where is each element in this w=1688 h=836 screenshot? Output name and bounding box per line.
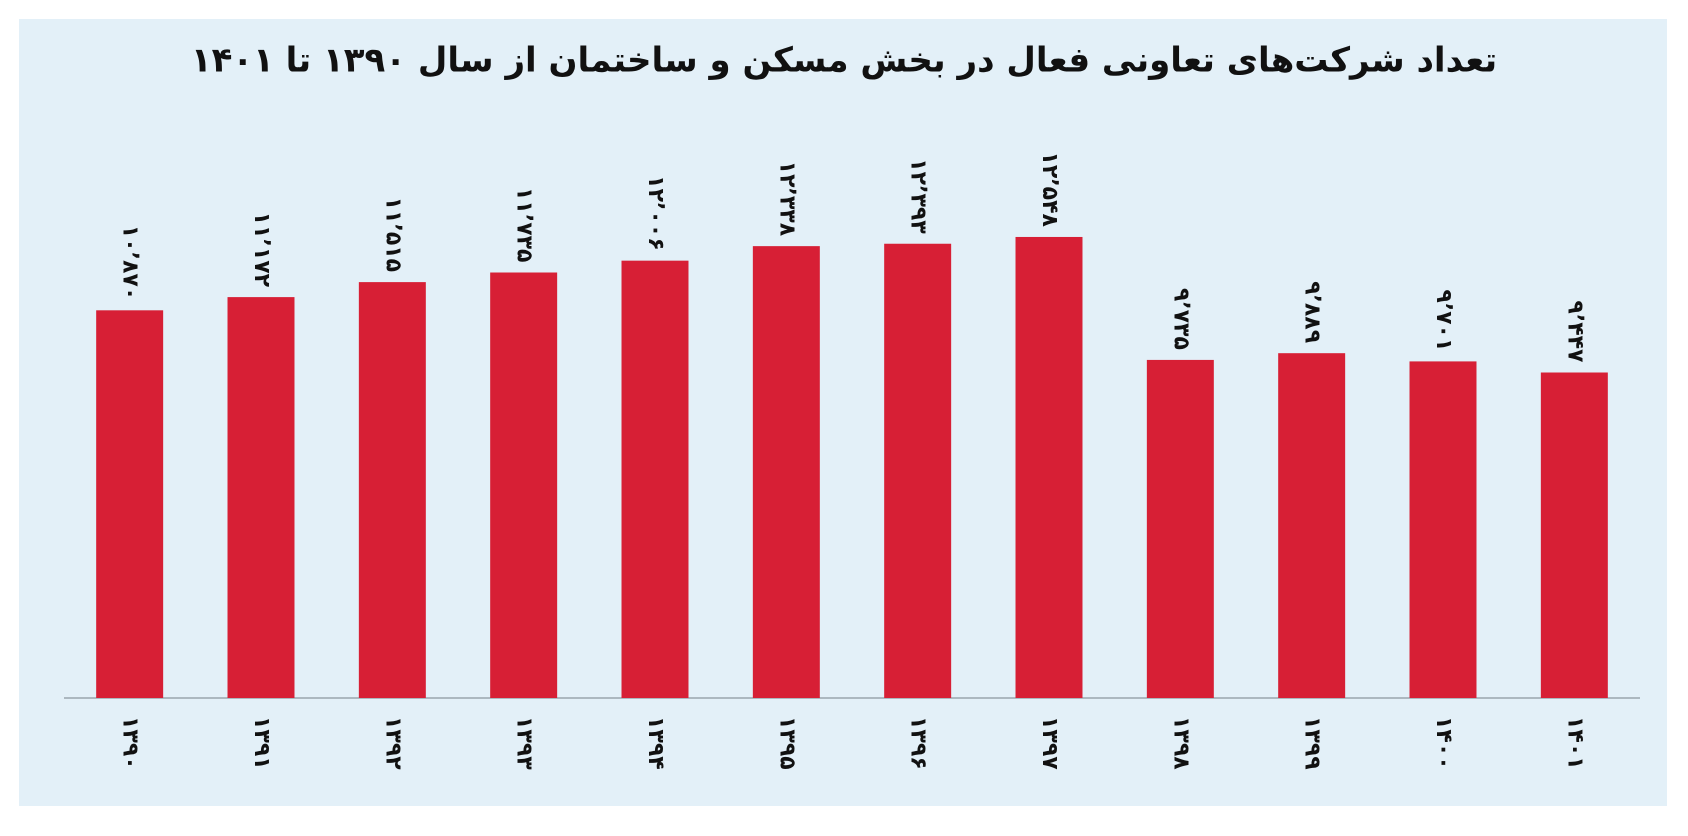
x-tick-label: ۱۳۹۶: [906, 716, 931, 770]
bar: [1015, 236, 1083, 699]
bar: [490, 272, 558, 698]
value-label: ۱۲٬۳۳۸: [774, 161, 799, 237]
x-tick-label: ۱۳۹۲: [380, 716, 405, 770]
x-tick-label: ۱۳۹۱: [249, 716, 274, 770]
x-tick-label: ۱۳۹۸: [1168, 716, 1193, 770]
bar: [884, 243, 952, 698]
x-tick-label: ۱۳۹۴: [643, 716, 668, 770]
x-tick-label: ۱۳۹۵: [774, 716, 799, 770]
x-tick-label: ۱۳۹۹: [1300, 716, 1325, 770]
value-label: ۱۱٬۷۳۵: [512, 187, 537, 263]
bar: [96, 310, 164, 698]
bar: [752, 246, 820, 698]
x-tick-label: ۱۳۹۳: [512, 716, 537, 770]
value-label: ۹٬۴۴۷: [1562, 300, 1587, 363]
value-label: ۱۰٬۸۷۰: [118, 225, 143, 301]
value-label: ۱۱٬۱۷۲: [249, 212, 274, 288]
value-label: ۱۲٬۵۴۸: [1037, 151, 1062, 227]
bar: [621, 260, 689, 698]
bar: [1278, 353, 1346, 698]
bar: [1540, 372, 1608, 698]
value-label: ۱۲٬۰۰۶: [643, 175, 668, 251]
value-label: ۹٬۷۰۱: [1431, 289, 1456, 351]
bar: [1409, 361, 1477, 698]
bar: [227, 297, 295, 698]
x-tick-label: ۱۳۹۷: [1037, 716, 1062, 770]
bar: [1146, 359, 1214, 698]
value-label: ۱۱٬۵۱۵: [380, 197, 405, 273]
chart-title: تعداد شرکت‌های تعاونی فعال در بخش مسکن و…: [191, 41, 1497, 81]
bar: [358, 282, 426, 698]
value-label: ۱۲٬۳۹۳: [906, 158, 931, 234]
x-tick-label: ۱۴۰۱: [1562, 716, 1587, 770]
x-tick-label: ۱۳۹۰: [118, 716, 143, 770]
value-label: ۹٬۷۳۵: [1168, 288, 1193, 350]
value-label: ۹٬۸۸۹: [1300, 281, 1325, 343]
x-tick-label: ۱۴۰۰: [1431, 716, 1456, 770]
